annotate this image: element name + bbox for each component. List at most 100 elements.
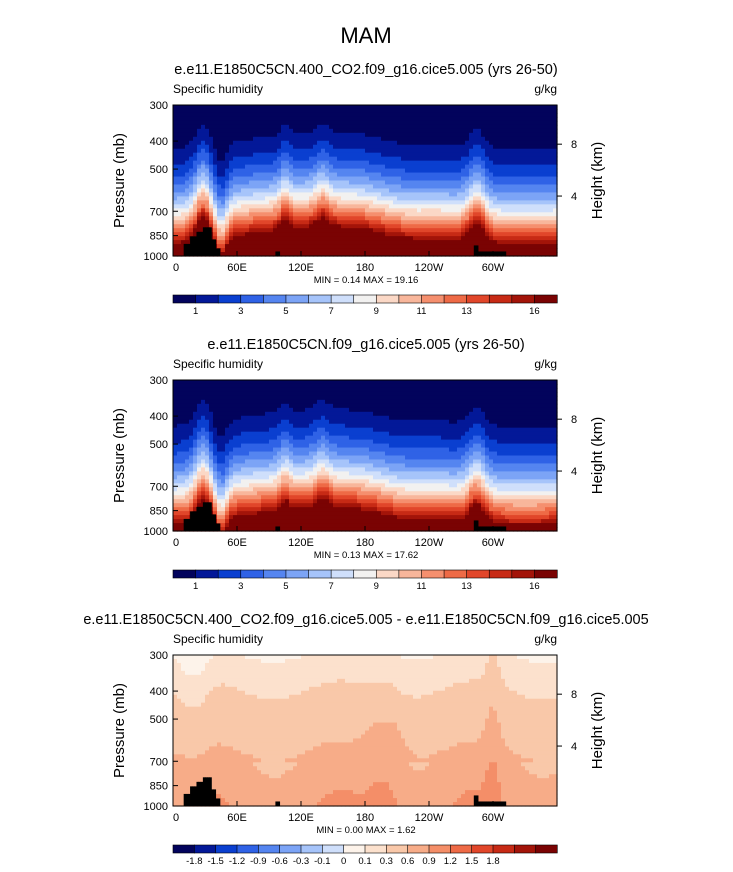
- heatmap-cell: [465, 216, 470, 221]
- heatmap-cell: [485, 228, 490, 233]
- heatmap-cell: [269, 443, 274, 449]
- heatmap-cell: [329, 236, 334, 241]
- heatmap-cell: [245, 132, 250, 138]
- heatmap-cell: [513, 240, 518, 245]
- heatmap-cell: [241, 423, 246, 429]
- heatmap-cell: [493, 196, 498, 201]
- heatmap-cell: [453, 164, 458, 170]
- heatmap-cell: [445, 108, 450, 114]
- heatmap-cell: [521, 152, 526, 158]
- heatmap-cell: [245, 156, 250, 162]
- heatmap-cell: [281, 395, 286, 401]
- heatmap-cell: [309, 128, 314, 134]
- heatmap-cell: [173, 148, 178, 154]
- heatmap-cell: [541, 236, 546, 241]
- heatmap-cell: [349, 168, 354, 174]
- heatmap-cell: [273, 128, 278, 134]
- heatmap-cell: [301, 487, 306, 492]
- heatmap-cell: [233, 224, 238, 229]
- heatmap-cell: [397, 200, 402, 205]
- heatmap-cell: [221, 515, 226, 520]
- heatmap-cell: [241, 236, 246, 241]
- heatmap-cell: [489, 220, 494, 225]
- heatmap-cell: [205, 431, 210, 437]
- heatmap-cell: [441, 244, 446, 249]
- heatmap-cell: [389, 148, 394, 154]
- heatmap-cell: [309, 176, 314, 182]
- heatmap-cell: [189, 212, 194, 217]
- heatmap-cell: [341, 105, 346, 110]
- heatmap-cell: [521, 136, 526, 142]
- heatmap-cell: [489, 192, 494, 197]
- heatmap-cell: [405, 112, 410, 118]
- heatmap-cell: [265, 515, 270, 520]
- heatmap-cell: [353, 200, 358, 205]
- heatmap-cell: [205, 120, 210, 126]
- heatmap-cell: [513, 152, 518, 158]
- heatmap-cell: [197, 224, 202, 229]
- heatmap-cell: [481, 156, 486, 162]
- heatmap-cell: [489, 128, 494, 134]
- heatmap-cell: [553, 220, 558, 225]
- heatmap-cell: [537, 152, 542, 158]
- heatmap-cell: [289, 451, 294, 457]
- heatmap-cell: [301, 391, 306, 397]
- heatmap-cell: [285, 168, 290, 174]
- heatmap-cell: [457, 136, 462, 142]
- heatmap-cell: [293, 419, 298, 425]
- heatmap-cell: [193, 383, 198, 389]
- heatmap-cell: [225, 148, 230, 154]
- heatmap-cell: [197, 503, 202, 508]
- heatmap-cell: [217, 479, 222, 484]
- heatmap-cell: [233, 108, 238, 114]
- heatmap-cell: [269, 216, 274, 221]
- heatmap-cell: [221, 156, 226, 162]
- heatmap-cell: [245, 463, 250, 469]
- heatmap-cell: [465, 212, 470, 217]
- heatmap-cell: [265, 423, 270, 429]
- heatmap-cell: [277, 176, 282, 182]
- heatmap-cell: [185, 431, 190, 437]
- heatmap-cell: [405, 128, 410, 134]
- heatmap-cell: [473, 144, 478, 150]
- heatmap-cell: [189, 435, 194, 441]
- heatmap-cell: [181, 232, 186, 237]
- heatmap-cell: [197, 411, 202, 417]
- heatmap-cell: [237, 188, 242, 194]
- heatmap-cell: [453, 220, 458, 225]
- heatmap-cell: [293, 403, 298, 409]
- heatmap-cell: [285, 124, 290, 130]
- heatmap-cell: [405, 120, 410, 126]
- heatmap-cell: [505, 152, 510, 158]
- heatmap-cell: [525, 140, 530, 146]
- heatmap-cell: [533, 132, 538, 138]
- heatmap-cell: [373, 132, 378, 138]
- heatmap-cell: [297, 172, 302, 178]
- heatmap-cell: [229, 503, 234, 508]
- heatmap-cell: [213, 407, 218, 413]
- heatmap-cell: [205, 105, 210, 110]
- heatmap-cell: [509, 208, 514, 213]
- heatmap-cell: [281, 160, 286, 166]
- heatmap-cell: [521, 228, 526, 233]
- heatmap-cell: [533, 152, 538, 158]
- heatmap-cell: [173, 507, 178, 512]
- heatmap-cell: [217, 419, 222, 425]
- heatmap-cell: [237, 164, 242, 170]
- heatmap-cell: [269, 152, 274, 158]
- heatmap-cell: [253, 116, 258, 122]
- heatmap-cell: [253, 172, 258, 178]
- heatmap-cell: [201, 499, 206, 504]
- heatmap-cell: [285, 192, 290, 197]
- heatmap-cell: [221, 192, 226, 197]
- heatmap-cell: [293, 184, 298, 190]
- heatmap-cell: [377, 144, 382, 150]
- heatmap-cell: [441, 168, 446, 174]
- heatmap-cell: [537, 120, 542, 126]
- heatmap-cell: [289, 443, 294, 449]
- heatmap-cell: [253, 120, 258, 126]
- heatmap-cell: [493, 244, 498, 249]
- heatmap-cell: [477, 144, 482, 150]
- heatmap-cell: [233, 140, 238, 146]
- heatmap-cell: [433, 196, 438, 201]
